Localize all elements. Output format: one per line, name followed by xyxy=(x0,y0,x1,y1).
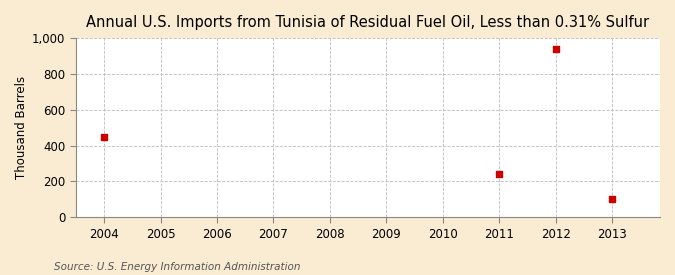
Text: Source: U.S. Energy Information Administration: Source: U.S. Energy Information Administ… xyxy=(54,262,300,272)
Point xyxy=(494,172,505,176)
Title: Annual U.S. Imports from Tunisia of Residual Fuel Oil, Less than 0.31% Sulfur: Annual U.S. Imports from Tunisia of Resi… xyxy=(86,15,649,30)
Point xyxy=(607,197,618,202)
Y-axis label: Thousand Barrels: Thousand Barrels xyxy=(15,76,28,179)
Point xyxy=(550,47,561,51)
Point xyxy=(99,135,109,139)
